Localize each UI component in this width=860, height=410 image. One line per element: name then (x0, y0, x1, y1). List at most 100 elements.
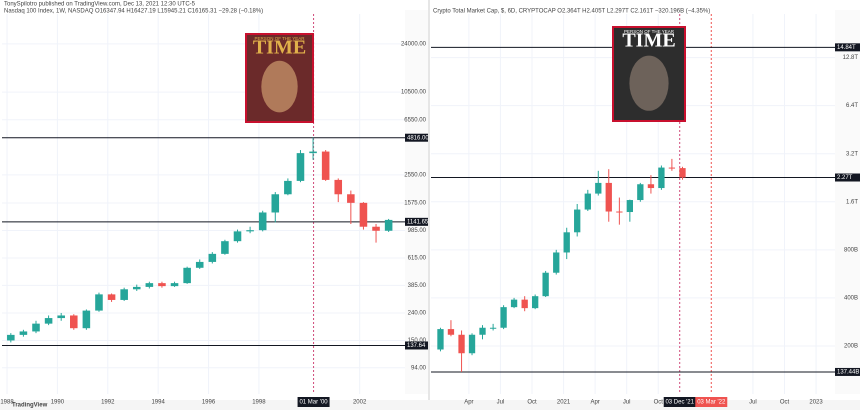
candle-body (246, 230, 254, 232)
candle-body (595, 182, 602, 194)
candle-body (258, 212, 267, 231)
brand: TradingView (12, 403, 48, 409)
y-tick-label: 400B (844, 295, 858, 301)
x-tick-label: Jul (623, 400, 631, 406)
candle-body (309, 151, 317, 154)
candle-body (447, 329, 455, 335)
candle-body (553, 252, 560, 273)
level-label: 2.27T (837, 175, 853, 181)
chart-title: Crypto Total Market Cap, $, 6D, CRYPTOCA… (433, 9, 710, 15)
x-tick-label: 1988 (0, 400, 14, 406)
candle-body (679, 168, 686, 178)
candle-body (500, 307, 507, 328)
cover-masthead: TIME (622, 30, 675, 52)
date-marker-bg (297, 397, 330, 407)
level-label: 4816.00 (407, 135, 429, 141)
cover-portrait (261, 60, 298, 113)
y-tick-label: 24000.00 (401, 41, 427, 47)
candle-body (468, 334, 476, 354)
y-tick-label: 615.00 (408, 256, 427, 262)
y-tick-label: 985.00 (408, 228, 427, 234)
level-label: 1141.65 (407, 219, 429, 225)
level-tag (835, 173, 860, 182)
date-marker-bg (695, 397, 728, 407)
y-tick-label: 10500.00 (401, 90, 427, 96)
candle-body (107, 294, 116, 300)
candle-body (82, 310, 91, 329)
candle-body (563, 232, 570, 253)
candle-body (542, 272, 549, 297)
candle-body (437, 329, 444, 350)
level-tag (835, 367, 860, 376)
price-axis (405, 10, 428, 394)
x-tick-label: Oct (654, 400, 664, 406)
level-label: 14.84T (837, 45, 856, 51)
x-tick-label: 1994 (151, 400, 165, 406)
candle-body (32, 323, 40, 332)
candle-body (208, 253, 217, 262)
candle-body (479, 327, 486, 335)
x-tick-label: 1998 (252, 400, 266, 406)
level-label: 137.44B (837, 370, 859, 376)
candle-body (489, 327, 497, 329)
candle-body (132, 286, 141, 290)
level-tag (405, 217, 428, 226)
candle-body (158, 283, 166, 287)
candle-body (284, 180, 292, 195)
level-label: 137.64 (407, 343, 426, 349)
y-tick-label: 6.4T (846, 103, 858, 109)
candle-body (70, 315, 78, 329)
x-tick-label: Apr (590, 400, 599, 406)
y-tick-label: 94.00 (411, 365, 427, 371)
y-tick-label: 240.00 (408, 311, 427, 317)
cover-caption: PERSON OF THE YEAR (624, 29, 675, 34)
x-tick-label: 1992 (101, 400, 115, 406)
candle-body (183, 267, 191, 284)
date-marker-label: 03 Dec '21 (665, 400, 694, 406)
date-marker-label: 03 Mar '22 (697, 400, 726, 406)
candle-body (584, 193, 591, 210)
footer-bar (0, 400, 860, 410)
candle-body (7, 334, 15, 341)
y-tick-label: 3.2T (846, 151, 858, 157)
y-tick-label: 200B (844, 344, 858, 350)
y-tick-label: 2550.00 (404, 172, 426, 178)
candle-body (233, 231, 242, 242)
candle-body (637, 184, 644, 201)
candle-body (605, 182, 612, 212)
level-tag (405, 341, 428, 350)
candle-body (44, 318, 53, 324)
date-marker-label: 01 Mar '00 (299, 400, 328, 406)
candle-body (170, 283, 179, 287)
cover-masthead: TIME (253, 37, 306, 59)
candle-body (334, 179, 343, 195)
candle-body (57, 315, 65, 319)
cover-caption: PERSON OF THE YEAR (254, 36, 305, 41)
x-tick-label: 1996 (202, 400, 216, 406)
candle-body (321, 151, 330, 180)
x-tick-label: Apr (464, 400, 473, 406)
y-tick-label: 800B (844, 247, 858, 253)
candle-body (271, 194, 280, 213)
candle-body (647, 184, 655, 189)
candle-body (372, 226, 380, 231)
level-tag (405, 133, 428, 142)
candle-body (458, 334, 465, 354)
level-tag (835, 43, 860, 52)
candle-body (347, 194, 355, 203)
y-tick-label: 1575.00 (404, 201, 426, 207)
y-tick-label: 12.8T (843, 55, 859, 61)
candle-body (532, 296, 539, 309)
x-tick-label: Jul (497, 400, 505, 406)
candle-body (95, 294, 103, 311)
candle-body (296, 153, 305, 181)
date-marker-bg (663, 397, 696, 407)
candle-body (521, 299, 528, 309)
x-tick-label: Oct (780, 400, 790, 406)
candle-body (626, 200, 634, 213)
y-tick-label: 150.00 (408, 338, 427, 344)
y-tick-label: 6550.00 (404, 117, 426, 123)
candle-body (359, 202, 368, 227)
